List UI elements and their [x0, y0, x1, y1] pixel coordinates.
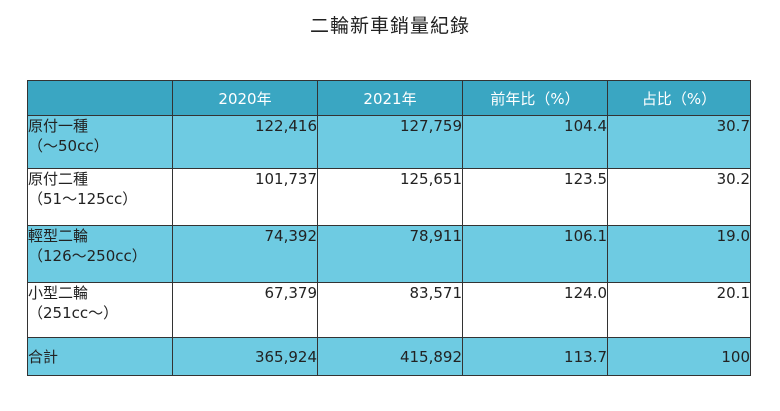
- total-label: 合計: [27, 337, 173, 376]
- row-sublabel: （126～250cc）: [28, 247, 147, 265]
- header-cell-yoy: 前年比（%）: [462, 80, 608, 116]
- table-row: 輕型二輪 （126～250cc） 74,392 78,911 106.1 19.…: [27, 225, 751, 283]
- cell-2020: 101,737: [172, 168, 318, 226]
- row-label: 輕型二輪: [28, 227, 89, 245]
- total-yoy: 113.7: [462, 337, 608, 376]
- cell-share: 30.7: [607, 115, 751, 169]
- header-cell-share: 占比（%）: [607, 80, 751, 116]
- cell-yoy: 123.5: [462, 168, 608, 226]
- cell-2020: 67,379: [172, 282, 318, 338]
- cell-yoy: 124.0: [462, 282, 608, 338]
- cell-share: 30.2: [607, 168, 751, 226]
- row-label-cell: 原付二種 （51～125cc）: [27, 168, 173, 226]
- row-label-cell: 小型二輪 （251cc～）: [27, 282, 173, 338]
- cell-2021: 83,571: [317, 282, 463, 338]
- cell-2020: 122,416: [172, 115, 318, 169]
- table-row: 小型二輪 （251cc～） 67,379 83,571 124.0 20.1: [27, 282, 751, 338]
- sales-table: 2020年 2021年 前年比（%） 占比（%） 原付一種 （～50cc） 12…: [27, 80, 751, 376]
- total-2020: 365,924: [172, 337, 318, 376]
- total-row: 合計 365,924 415,892 113.7 100: [27, 337, 751, 376]
- header-cell-category: [27, 80, 173, 116]
- row-label: 原付二種: [28, 170, 89, 188]
- header-cell-2020: 2020年: [172, 80, 318, 116]
- table-row: 原付一種 （～50cc） 122,416 127,759 104.4 30.7: [27, 115, 751, 169]
- table-row: 原付二種 （51～125cc） 101,737 125,651 123.5 30…: [27, 168, 751, 226]
- cell-2021: 127,759: [317, 115, 463, 169]
- row-label-cell: 輕型二輪 （126～250cc）: [27, 225, 173, 283]
- cell-share: 19.0: [607, 225, 751, 283]
- cell-2021: 125,651: [317, 168, 463, 226]
- row-sublabel: （51～125cc）: [28, 190, 138, 208]
- row-sublabel: （～50cc）: [28, 137, 109, 155]
- cell-yoy: 104.4: [462, 115, 608, 169]
- page-title: 二輪新車銷量紀錄: [309, 15, 470, 37]
- header-row: 2020年 2021年 前年比（%） 占比（%）: [27, 80, 751, 116]
- row-label-cell: 原付一種 （～50cc）: [27, 115, 173, 169]
- cell-2020: 74,392: [172, 225, 318, 283]
- row-sublabel: （251cc～）: [28, 304, 119, 322]
- cell-share: 20.1: [607, 282, 751, 338]
- cell-2021: 78,911: [317, 225, 463, 283]
- total-share: 100: [607, 337, 751, 376]
- cell-yoy: 106.1: [462, 225, 608, 283]
- row-label: 小型二輪: [28, 284, 89, 302]
- row-label: 原付一種: [28, 117, 89, 135]
- total-2021: 415,892: [317, 337, 463, 376]
- header-cell-2021: 2021年: [317, 80, 463, 116]
